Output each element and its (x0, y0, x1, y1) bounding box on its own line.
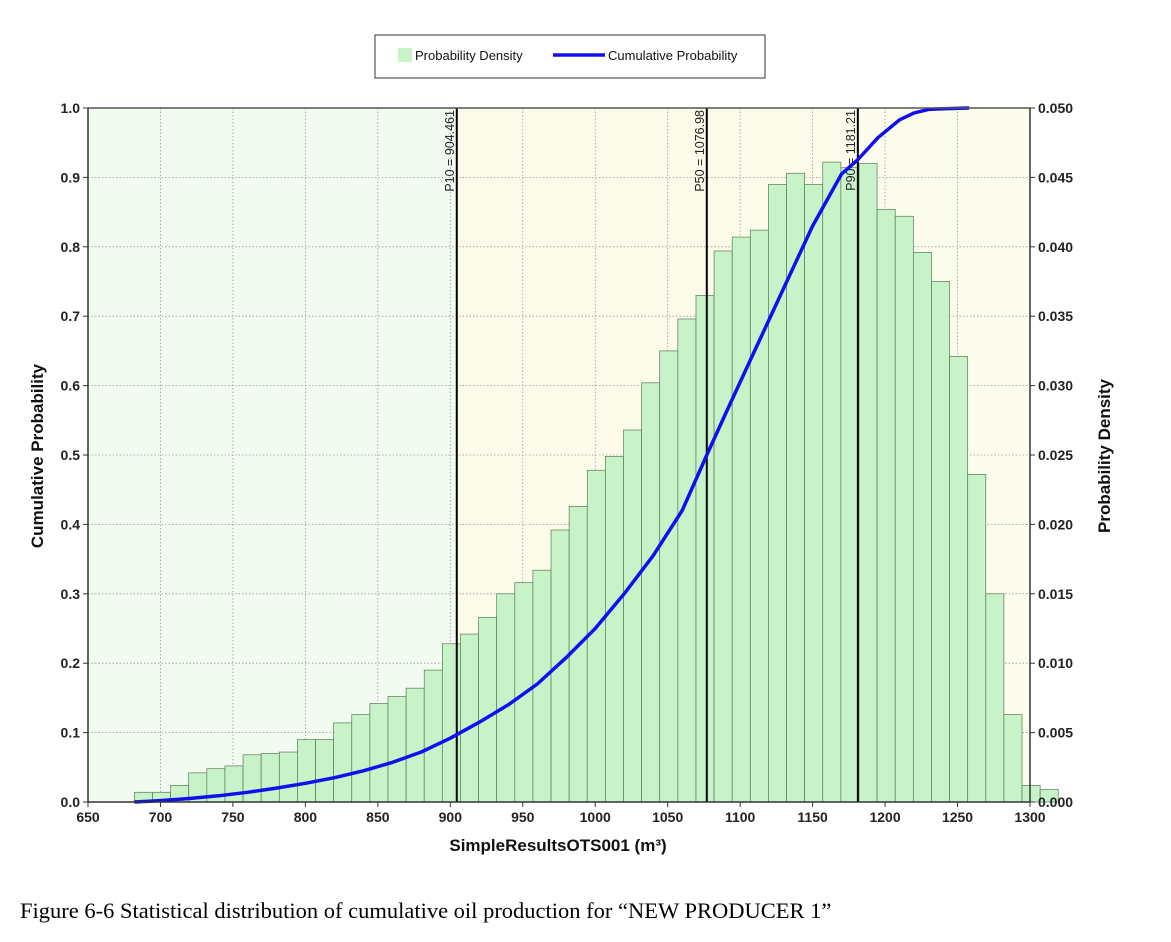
density-bar (949, 356, 969, 803)
density-bar (369, 703, 389, 803)
percentile-label: P90 = 1181.21 (844, 110, 858, 191)
density-bar (297, 739, 316, 803)
y-left-axis-title: Cumulative Probability (28, 363, 47, 548)
x-tick-label: 1000 (580, 809, 611, 825)
y-left-tick-label: 0.9 (61, 169, 81, 185)
x-tick-label: 1300 (1014, 809, 1045, 825)
y-left-tick-label: 1.0 (61, 100, 81, 116)
y-right-tick-label: 0.000 (1038, 794, 1073, 810)
y-right-tick-label: 0.020 (1038, 516, 1073, 532)
y-left-tick-label: 0.8 (61, 239, 81, 255)
x-tick-label: 1100 (725, 809, 756, 825)
x-tick-label: 1200 (869, 809, 900, 825)
cumulative-probability-line (134, 106, 970, 804)
density-bar (278, 751, 298, 803)
legend-density-swatch (398, 48, 412, 62)
density-bar (840, 167, 860, 803)
density-bar (912, 252, 932, 803)
x-tick-label: 1250 (942, 809, 973, 825)
y-right-tick-label: 0.030 (1038, 378, 1073, 394)
density-bar (1039, 789, 1059, 803)
y-right-tick-label: 0.005 (1038, 725, 1073, 741)
density-bar (768, 183, 787, 803)
density-bar (931, 281, 950, 803)
y-right-tick-label: 0.025 (1038, 447, 1073, 463)
x-tick-label: 950 (511, 809, 535, 825)
x-tick-label: 650 (76, 809, 100, 825)
density-bar (623, 429, 642, 803)
x-tick-label: 1150 (797, 809, 828, 825)
y-right-tick-label: 0.035 (1038, 308, 1073, 324)
density-bar (224, 765, 244, 803)
density-bar (822, 161, 842, 803)
density-bar (387, 696, 407, 803)
x-tick-label: 900 (439, 809, 463, 825)
density-bar (713, 250, 733, 803)
cumulative-curve (134, 106, 970, 804)
density-bar (315, 739, 334, 803)
density-bar (550, 529, 570, 803)
y-left-tick-label: 0.6 (61, 378, 81, 394)
density-bar (423, 669, 443, 803)
density-bar (695, 295, 715, 803)
density-bar (496, 593, 516, 803)
x-tick-label: 850 (366, 809, 390, 825)
density-bar (478, 617, 498, 803)
density-bar (858, 163, 878, 803)
y-right-tick-label: 0.010 (1038, 655, 1073, 671)
x-tick-label: 750 (221, 809, 245, 825)
density-bar (460, 633, 479, 803)
x-tick-label: 800 (294, 809, 318, 825)
legend: Probability Density Cumulative Probabili… (374, 34, 766, 79)
y-left-tick-label: 0.2 (61, 655, 81, 671)
density-bar (985, 593, 1005, 803)
bg-band-low (88, 108, 457, 802)
density-bar (804, 183, 824, 803)
density-bar (333, 722, 353, 803)
density-bar (749, 229, 769, 803)
legend-density-label: Probability Density (415, 48, 523, 63)
density-bar (731, 236, 751, 803)
y-right-tick-label: 0.040 (1038, 239, 1073, 255)
y-right-tick-label: 0.050 (1038, 100, 1073, 116)
density-bar (786, 172, 805, 803)
y-right-tick-label: 0.015 (1038, 586, 1073, 602)
percentile-label: P50 = 1076.98 (693, 110, 707, 192)
y-left-tick-label: 0.5 (61, 447, 81, 463)
x-tick-label: 1050 (652, 809, 683, 825)
density-bar (641, 382, 661, 803)
x-tick-label: 700 (149, 809, 173, 825)
density-bar (677, 318, 697, 803)
percentile-label: P10 = 904.461 (443, 110, 457, 192)
y-left-tick-label: 0.0 (61, 794, 81, 810)
density-bar (242, 754, 262, 803)
tick-labels: 650 700 750 800 850 900 950 1000 1050 1100 1150 120… (61, 100, 1074, 825)
legend-cumulative-label: Cumulative Probability (608, 48, 738, 63)
density-bar (1003, 714, 1023, 803)
x-axis-title: SimpleResultsOTS001 (m³) (449, 836, 666, 855)
density-bar (659, 350, 679, 803)
density-bar (405, 687, 425, 803)
density-bar (260, 753, 280, 803)
chart: P10 = 904.461 P50 = 1076.98 P90 = 1181.21 … (28, 34, 1114, 855)
y-right-tick-label: 0.045 (1038, 169, 1073, 185)
density-bar (605, 456, 624, 803)
density-bar (894, 215, 914, 803)
figure-caption: Figure 6-6 Statistical distribution of c… (20, 898, 832, 923)
density-bar (876, 208, 896, 803)
y-right-axis-title: Probability Density (1095, 378, 1114, 533)
y-left-tick-label: 0.4 (61, 516, 81, 532)
density-bar (351, 714, 371, 803)
density-bar (967, 474, 987, 803)
y-left-tick-label: 0.1 (61, 725, 81, 741)
y-left-tick-label: 0.7 (61, 308, 81, 324)
y-left-tick-label: 0.3 (61, 586, 81, 602)
